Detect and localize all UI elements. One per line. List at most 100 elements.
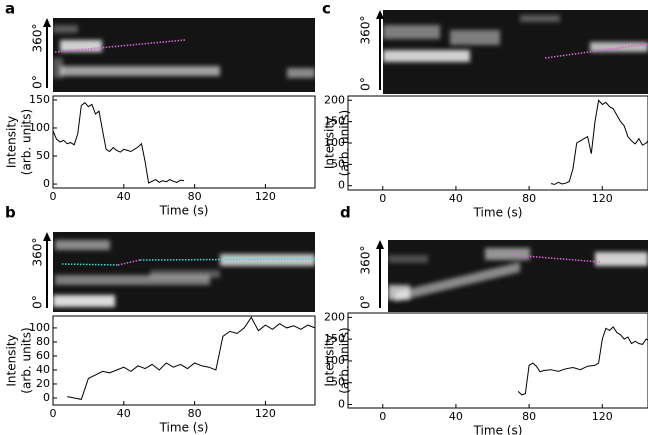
y-axis-label: (arb. units) [20,327,34,393]
y-axis-label: Intensity [5,334,19,386]
x-tick-label: 40 [449,192,463,205]
tracking-line [61,263,119,266]
angle-arrow-head [43,18,51,27]
angle-top-label: 360° [359,246,373,275]
x-tick-label: 120 [592,192,613,205]
y-tick-label: 100 [324,354,345,367]
panel-letter: b [5,204,16,222]
x-tick-label: 120 [255,190,276,203]
angle-arrow-head [376,240,384,249]
x-axis-label: Time (s) [159,204,209,218]
y-axis-label: Intensity [323,117,337,169]
x-axis-label: Time (s) [473,206,523,220]
tracking-line [117,259,141,266]
x-tick-label: 40 [117,407,131,420]
kymograph-streak [55,240,110,250]
y-tick-label: 200 [324,310,345,323]
y-tick-label: 100 [324,136,345,149]
tracking-line [139,258,316,261]
intensity-line [517,326,648,396]
kymograph-streak [450,30,500,45]
y-tick-label: 150 [29,93,50,106]
angle-arrow-head [376,10,384,19]
x-tick-label: 0 [50,190,57,203]
y-tick-label: 100 [29,121,50,134]
kymograph-streak [485,248,530,260]
x-tick-label: 40 [117,190,131,203]
kymograph-streak [520,15,560,22]
panel-letter: a [5,0,15,18]
panel: a 360° 0° 0 40 80 120 0 50 100 150 Time (s) Intensit… [5,0,316,218]
intensity-line [550,99,648,185]
y-axis-label: (arb. units) [20,109,34,175]
intensity-line [52,102,185,184]
kymograph-streak [60,40,102,52]
y-tick-label: 50 [331,157,345,170]
kymograph-streaks [383,15,648,62]
kymograph-streak [287,68,315,78]
kymograph-streak [590,42,648,52]
kymograph-streak [55,275,210,285]
kymograph-streak [395,262,520,302]
y-tick-label: 40 [36,363,50,376]
x-tick-label: 80 [522,192,536,205]
x-axis-label: Time (s) [473,424,523,435]
x-tick-label: 120 [255,407,276,420]
plot-frame [52,95,316,189]
kymograph-streak [595,252,648,266]
x-tick-label: 0 [379,410,386,423]
angle-top-label: 360° [31,238,45,267]
y-tick-label: 0 [43,391,50,404]
angle-bottom-label: 0° [31,75,45,89]
y-axis-label: (arb. units) [338,327,352,393]
x-axis-label: Time (s) [159,421,209,435]
y-tick-label: 0 [43,177,50,190]
tracking-line [544,43,648,59]
kymograph-streak [60,66,220,76]
y-axis-label: Intensity [323,334,337,386]
angle-bottom-label: 0° [31,295,45,309]
y-tick-label: 60 [36,349,50,362]
x-tick-label: 40 [449,410,463,423]
angle-top-label: 360° [31,24,45,53]
y-tick-label: 50 [36,149,50,162]
y-tick-label: 80 [36,335,50,348]
panel-letter: c [322,0,331,18]
x-tick-label: 80 [188,407,202,420]
kymograph-streak [388,255,428,263]
y-tick-label: 150 [324,115,345,128]
x-tick-label: 120 [592,410,613,423]
kymograph-streak [150,270,220,278]
panel-letter: d [340,204,351,222]
angle-bottom-label: 0° [359,77,373,91]
kymograph-streaks [388,248,648,302]
x-tick-label: 80 [522,410,536,423]
y-tick-label: 100 [29,321,50,334]
plot-frame [52,315,316,406]
kymograph-streak [53,295,115,307]
y-axis-label: Intensity [5,116,19,168]
y-tick-label: 0 [338,179,345,192]
x-tick-label: 80 [188,190,202,203]
angle-arrow-head [43,232,51,241]
panel: d 360° 0° 0 40 80 120 0 50 100 150 200 Time (s) Inten… [323,204,648,435]
kymograph-streak [53,25,78,33]
angle-top-label: 360° [359,16,373,45]
x-tick-label: 0 [379,192,386,205]
y-tick-label: 20 [36,377,50,390]
y-tick-label: 200 [324,93,345,106]
x-tick-label: 0 [50,407,57,420]
y-tick-label: 150 [324,332,345,345]
kymograph-streak [383,50,470,62]
panel: c 360° 0° 0 40 80 120 0 50 100 150 200 Time (s) Inten… [322,0,648,220]
y-tick-label: 0 [338,398,345,411]
y-tick-label: 50 [331,376,345,389]
plot-frame [347,312,648,409]
intensity-line [67,316,316,400]
kymograph-streak [383,25,440,39]
angle-bottom-label: 0° [359,295,373,309]
y-axis-label: (arb. units) [338,110,352,176]
kymograph [53,18,315,92]
tracking-line [54,39,186,53]
